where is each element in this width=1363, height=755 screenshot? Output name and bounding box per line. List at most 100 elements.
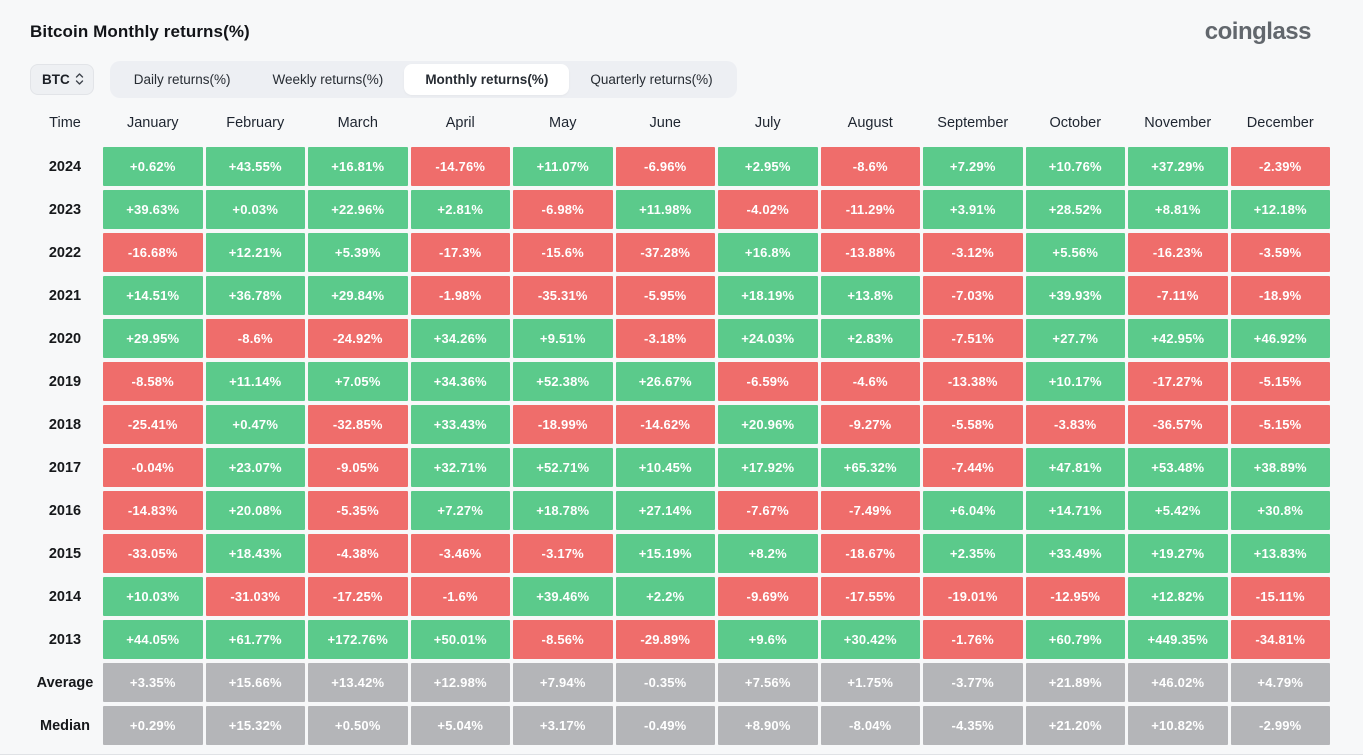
heatmap-cell: -36.57% xyxy=(1128,405,1228,444)
heatmap-cell: -12.95% xyxy=(1025,577,1125,616)
heatmap-cell: +3.35% xyxy=(103,663,203,702)
heatmap-row: 2016 -14.83% +20.08% -5.35% +7.27% +18.78% +27… xyxy=(0,491,1330,530)
heatmap-cell: -7.67% xyxy=(718,491,818,530)
heatmap-cell: +46.02% xyxy=(1128,663,1228,702)
heatmap-cell: -17.25% xyxy=(308,577,408,616)
heatmap-cell: -5.95% xyxy=(615,276,715,315)
topbar: Bitcoin Monthly returns(%) coinglass xyxy=(0,0,1363,56)
heatmap-cell: +65.32% xyxy=(820,448,920,487)
heatmap-cell: -8.6% xyxy=(820,147,920,186)
heatmap-cell: +13.42% xyxy=(308,663,408,702)
heatmap-cell: +172.76% xyxy=(308,620,408,659)
tab-monthly-returns[interactable]: Monthly returns(%) xyxy=(404,63,570,95)
heatmap-cell: +10.17% xyxy=(1025,362,1125,401)
tab-daily-returns[interactable]: Daily returns(%) xyxy=(113,64,252,95)
row-label: 2013 xyxy=(48,631,82,648)
heatmap-cell: +3.91% xyxy=(923,190,1023,229)
heatmap-cell: +22.96% xyxy=(308,190,408,229)
heatmap-row: 2017 -0.04% +23.07% -9.05% +32.71% +52.71% +10… xyxy=(0,448,1330,487)
heatmap-cell: +7.05% xyxy=(308,362,408,401)
month-column-header: January xyxy=(126,115,179,131)
row-label: Median xyxy=(40,717,90,734)
heatmap-cell: +38.89% xyxy=(1230,448,1330,487)
heatmap-cell: -1.98% xyxy=(410,276,510,315)
heatmap-cell: +29.84% xyxy=(308,276,408,315)
heatmap-cell: +24.03% xyxy=(718,319,818,358)
month-column-header: August xyxy=(847,115,893,131)
heatmap-cell: +6.04% xyxy=(923,491,1023,530)
heatmap-cell: +7.56% xyxy=(718,663,818,702)
heatmap-cell: +50.01% xyxy=(410,620,510,659)
heatmap-cell: +17.92% xyxy=(718,448,818,487)
heatmap-cell: +15.19% xyxy=(615,534,715,573)
heatmap-cell: +5.04% xyxy=(410,706,510,745)
symbol-select-value: BTC xyxy=(42,71,70,87)
controls-row: BTC Daily returns(%) Weekly returns(%) M… xyxy=(0,56,1363,104)
heatmap-cell: -6.96% xyxy=(615,147,715,186)
tab-quarterly-returns[interactable]: Quarterly returns(%) xyxy=(569,64,733,95)
heatmap-cell: +12.98% xyxy=(410,663,510,702)
heatmap-cell: -0.49% xyxy=(615,706,715,745)
heatmap-cell: -35.31% xyxy=(513,276,613,315)
heatmap-cell: -17.3% xyxy=(410,233,510,272)
heatmap-cell: +2.35% xyxy=(923,534,1023,573)
heatmap-cell: +42.95% xyxy=(1128,319,1228,358)
heatmap-cell: -5.15% xyxy=(1230,405,1330,444)
heatmap-cell: +12.82% xyxy=(1128,577,1228,616)
heatmap-cell: -11.29% xyxy=(820,190,920,229)
row-label: Average xyxy=(36,674,94,691)
heatmap-cell: +32.71% xyxy=(410,448,510,487)
heatmap-cell: -3.59% xyxy=(1230,233,1330,272)
month-column-header: July xyxy=(754,115,781,131)
heatmap-cell: +13.83% xyxy=(1230,534,1330,573)
heatmap-cell: -8.6% xyxy=(205,319,305,358)
heatmap-cell: -13.38% xyxy=(923,362,1023,401)
month-column-header: March xyxy=(337,115,378,131)
heatmap-cell: -9.27% xyxy=(820,405,920,444)
heatmap-cell: -2.39% xyxy=(1230,147,1330,186)
symbol-select[interactable]: BTC xyxy=(30,63,94,95)
row-label: 2018 xyxy=(48,416,82,433)
heatmap-row: 2018 -25.41% +0.47% -32.85% +33.43% -18.99% -1… xyxy=(0,405,1330,444)
heatmap-cell: -17.55% xyxy=(820,577,920,616)
heatmap-cell: -3.83% xyxy=(1025,405,1125,444)
heatmap-cell: -14.76% xyxy=(410,147,510,186)
row-label: 2021 xyxy=(48,287,82,304)
heatmap-cell: +20.08% xyxy=(205,491,305,530)
heatmap-row: 2019 -8.58% +11.14% +7.05% +34.36% +52.38% +26… xyxy=(0,362,1330,401)
heatmap-cell: +61.77% xyxy=(205,620,305,659)
heatmap-cell: +33.49% xyxy=(1025,534,1125,573)
heatmap-cell: +15.32% xyxy=(205,706,305,745)
month-column-header: February xyxy=(226,115,285,131)
tab-weekly-returns[interactable]: Weekly returns(%) xyxy=(252,64,405,95)
heatmap-cell: +28.52% xyxy=(1025,190,1125,229)
heatmap-cell: +20.96% xyxy=(718,405,818,444)
heatmap-cell: -3.18% xyxy=(615,319,715,358)
heatmap-cell: -0.04% xyxy=(103,448,203,487)
heatmap-cell: -1.76% xyxy=(923,620,1023,659)
heatmap-cell: -19.01% xyxy=(923,577,1023,616)
heatmap-cell: -4.6% xyxy=(820,362,920,401)
heatmap-cell: +0.50% xyxy=(308,706,408,745)
coinglass-logo[interactable]: coinglass xyxy=(1204,18,1312,45)
heatmap-row: 2014 +10.03% -31.03% -17.25% -1.6% +39.46% +2.… xyxy=(0,577,1330,616)
row-label: 2022 xyxy=(48,244,82,261)
heatmap-cell: +43.55% xyxy=(205,147,305,186)
heatmap-cell: +29.95% xyxy=(103,319,203,358)
heatmap-cell: -0.35% xyxy=(615,663,715,702)
heatmap-cell: -7.49% xyxy=(820,491,920,530)
heatmap-cell: +15.66% xyxy=(205,663,305,702)
heatmap-cell: -3.17% xyxy=(513,534,613,573)
heatmap-cell: +12.18% xyxy=(1230,190,1330,229)
heatmap-cell: +53.48% xyxy=(1128,448,1228,487)
heatmap-cell: +2.95% xyxy=(718,147,818,186)
heatmap-cell: -13.88% xyxy=(820,233,920,272)
heatmap-cell: +30.8% xyxy=(1230,491,1330,530)
heatmap: Time January February March April May June July… xyxy=(0,108,1330,745)
heatmap-cell: +47.81% xyxy=(1025,448,1125,487)
heatmap-cell: +10.03% xyxy=(103,577,203,616)
heatmap-cell: -4.35% xyxy=(923,706,1023,745)
month-column-header: October xyxy=(1049,115,1102,131)
heatmap-cell: +37.29% xyxy=(1128,147,1228,186)
